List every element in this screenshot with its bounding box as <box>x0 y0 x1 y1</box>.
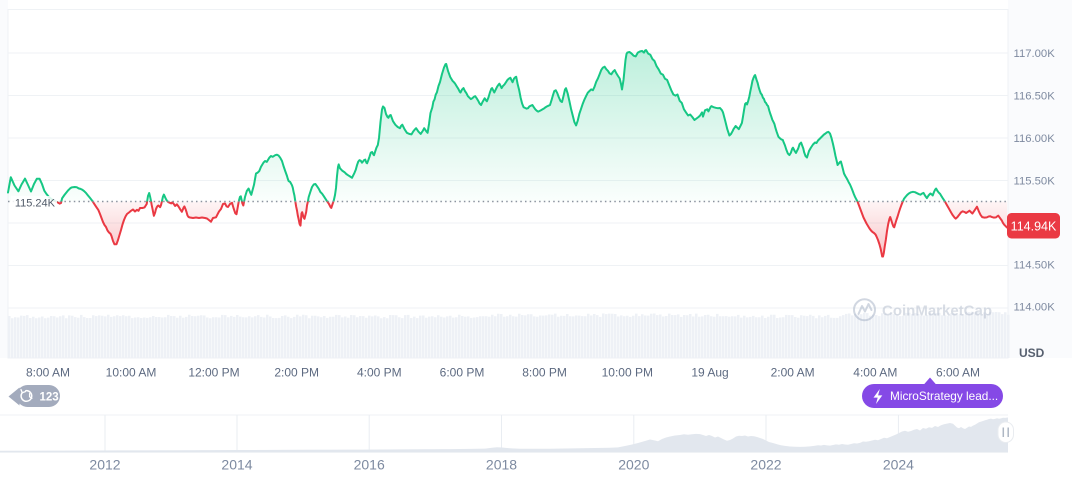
svg-text:117.00K: 117.00K <box>1014 48 1056 60</box>
svg-text:12:00 PM: 12:00 PM <box>188 366 239 380</box>
svg-text:8:00 AM: 8:00 AM <box>26 366 70 380</box>
svg-text:116.50K: 116.50K <box>1014 91 1056 103</box>
svg-text:114.94K: 114.94K <box>1011 219 1057 233</box>
svg-text:116.00K: 116.00K <box>1014 133 1056 145</box>
svg-text:CoinMarketCap: CoinMarketCap <box>882 303 992 320</box>
svg-text:2012: 2012 <box>89 457 120 473</box>
svg-text:2014: 2014 <box>221 457 252 473</box>
svg-text:115.50K: 115.50K <box>1014 176 1056 188</box>
svg-text:6:00 AM: 6:00 AM <box>936 366 980 380</box>
svg-text:4:00 PM: 4:00 PM <box>357 366 402 380</box>
svg-text:8:00 PM: 8:00 PM <box>522 366 567 380</box>
svg-text:123: 123 <box>40 392 59 404</box>
svg-text:10:00 AM: 10:00 AM <box>106 366 157 380</box>
svg-text:2016: 2016 <box>354 457 385 473</box>
svg-text:10:00 PM: 10:00 PM <box>602 366 653 380</box>
svg-text:2020: 2020 <box>618 457 649 473</box>
svg-text:114.00K: 114.00K <box>1014 302 1056 314</box>
svg-text:115.24K: 115.24K <box>15 197 56 209</box>
svg-text:MicroStrategy lead...: MicroStrategy lead... <box>890 389 998 403</box>
svg-text:19 Aug: 19 Aug <box>691 366 728 380</box>
svg-text:4:00 AM: 4:00 AM <box>853 366 897 380</box>
svg-text:USD: USD <box>1019 346 1045 360</box>
svg-text:2024: 2024 <box>883 457 914 473</box>
svg-text:2:00 PM: 2:00 PM <box>274 366 319 380</box>
svg-text:114.50K: 114.50K <box>1014 260 1056 272</box>
svg-text:2:00 AM: 2:00 AM <box>771 366 815 380</box>
svg-text:2018: 2018 <box>486 457 517 473</box>
svg-text:2022: 2022 <box>750 457 781 473</box>
svg-text:6:00 PM: 6:00 PM <box>440 366 485 380</box>
